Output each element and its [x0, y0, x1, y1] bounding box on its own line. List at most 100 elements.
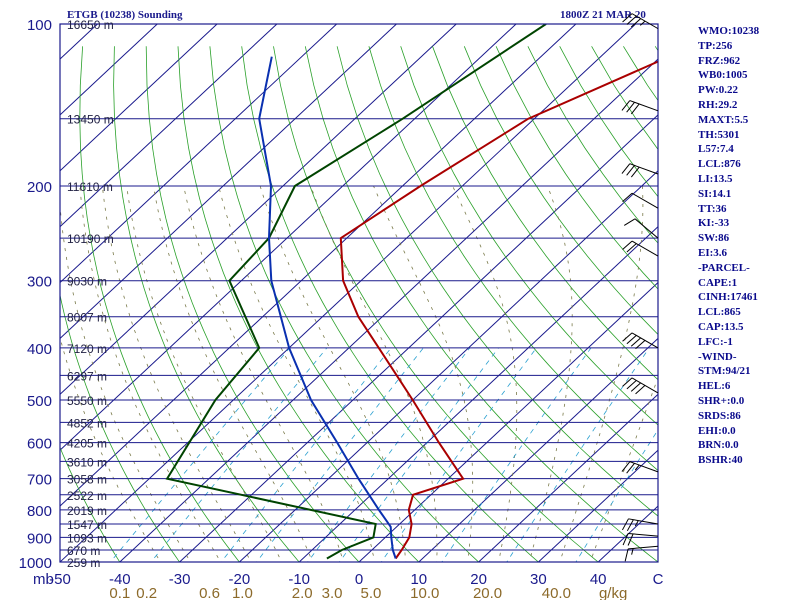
stat-item: HEL:6: [698, 380, 731, 393]
isotherm-line: [60, 24, 517, 451]
height-label: 1093 m: [67, 531, 107, 545]
height-label: 11610 m: [67, 180, 113, 194]
moist-adiabat-line: [528, 185, 573, 562]
wind-barb: [622, 13, 659, 30]
stats-panel: WMO:10238 TP:256 FRZ:962 WB0:1005 PW:0.22 RH:…: [698, 24, 759, 468]
temperature-tick-label: -40: [109, 571, 131, 588]
isotherm-line: [60, 24, 158, 116]
wind-barb-staff: [631, 192, 659, 209]
isotherm-line: [60, 24, 577, 507]
pressure-axis-label: mb: [33, 571, 54, 588]
isotherm-line: [538, 449, 658, 562]
wind-barb-flag: [626, 463, 635, 474]
wind-barb-half: [639, 20, 646, 26]
height-label: 3058 m: [67, 473, 107, 487]
height-label: 2019 m: [67, 504, 107, 518]
wind-barb-flag: [626, 380, 637, 390]
stat-item: SW:86: [698, 232, 730, 245]
stat-item: PW:0.22: [698, 84, 739, 97]
stat-item: -PARCEL-: [698, 261, 750, 274]
dry-adiabat-line: [60, 446, 121, 562]
wind-barb-half: [634, 464, 640, 471]
wind-barb-flag: [635, 340, 646, 350]
dry-adiabat-line: [177, 46, 420, 562]
wind-barb-flag: [621, 461, 631, 472]
mixing-ratio-line: [307, 347, 471, 562]
wind-barb: [621, 163, 659, 178]
wind-barb-flag: [621, 100, 631, 111]
wind-barb: [621, 461, 659, 474]
pressure-tick-label: 300: [27, 274, 52, 291]
mixing-ratio-tick-label: 0.1: [109, 585, 130, 600]
stat-item: LCL:876: [698, 158, 741, 171]
wind-barb-flag: [627, 533, 634, 546]
stat-item: FRZ:962: [698, 54, 741, 67]
dry-adiabat-line: [241, 46, 540, 562]
mixing-ratio-tick-label: g/kg: [599, 585, 627, 600]
stat-item: EI:3.6: [698, 246, 728, 259]
moist-adiabat-line: [183, 185, 345, 562]
pressure-tick-label: 800: [27, 503, 52, 520]
stat-item: LCL:865: [698, 306, 741, 319]
pressure-tick-label: 400: [27, 341, 52, 358]
dry-adiabat-line: [495, 46, 658, 290]
stat-item: MAXT:5.5: [698, 113, 749, 126]
wind-barb: [622, 332, 659, 350]
stat-item: BSHR:40: [698, 454, 743, 467]
height-label: 2522 m: [67, 489, 107, 503]
stat-item: SRDS:86: [698, 409, 741, 422]
stat-item: WMO:10238: [698, 25, 760, 37]
dry-adiabat-line: [368, 46, 658, 471]
height-label: 8007 m: [67, 311, 107, 325]
dry-adiabat-line: [145, 46, 360, 562]
isotherm-line: [60, 24, 278, 228]
temperature-tick-label: 10: [410, 571, 427, 588]
isotherm-line: [478, 393, 658, 562]
stat-item: BRN:0.0: [698, 439, 739, 452]
wind-barb-flag: [626, 519, 634, 532]
wind-barb-flag: [622, 377, 633, 387]
mixing-ratio-line: [109, 347, 291, 562]
stat-item: STM:94/21: [698, 365, 751, 378]
stat-item: EHI:0.0: [698, 424, 736, 437]
height-label: 3610 m: [67, 455, 107, 469]
dry-adiabat-line: [273, 46, 599, 562]
temperature-tick-label: -30: [169, 571, 191, 588]
temperature-tick-label: 40: [590, 571, 607, 588]
stat-item: TP:256: [698, 39, 733, 52]
isotherm-line: [119, 58, 658, 562]
wind-barb-flag: [622, 240, 633, 250]
wind-barb-flag: [630, 103, 640, 115]
stat-item: -WIND-: [698, 350, 737, 363]
wind-barb-flag: [630, 337, 642, 347]
dry-adiabat-line: [60, 561, 61, 562]
stat-item: KI:-33: [698, 217, 730, 230]
isotherm-line: [298, 225, 658, 562]
wind-barb-staff: [634, 218, 659, 239]
dry-adiabat-line: [432, 46, 658, 381]
stat-item: CAPE:1: [698, 276, 738, 289]
height-label: 9030 m: [67, 275, 107, 289]
pressure-tick-label: 600: [27, 436, 52, 453]
mixing-ratio-line: [256, 347, 424, 562]
wind-barb: [621, 100, 659, 115]
dry-adiabat-line: [782, 46, 800, 573]
temperature-tick-label: C: [653, 571, 664, 588]
stat-item: LFC:-1: [698, 335, 733, 348]
height-label: 10190 m: [67, 232, 114, 246]
mixing-ratio-line: [441, 347, 592, 562]
isotherm-line: [60, 24, 457, 396]
wind-barb-flag: [630, 382, 642, 392]
wind-barb-flag: [621, 163, 631, 174]
dry-adiabat-line: [463, 46, 658, 335]
mixing-ratio-tick-label: 40.0: [542, 585, 571, 600]
mixing-ratio-line: [380, 347, 537, 562]
dry-adiabat-line: [336, 46, 658, 517]
mixing-ratio-tick-label: 20.0: [473, 585, 502, 600]
background-lines: [60, 24, 800, 573]
chart-time: 1800Z 21 MAR 20: [560, 9, 646, 21]
moist-adiabat-line: [126, 185, 283, 562]
wind-barb-flag: [626, 335, 637, 345]
wind-barb-flag: [630, 166, 640, 178]
